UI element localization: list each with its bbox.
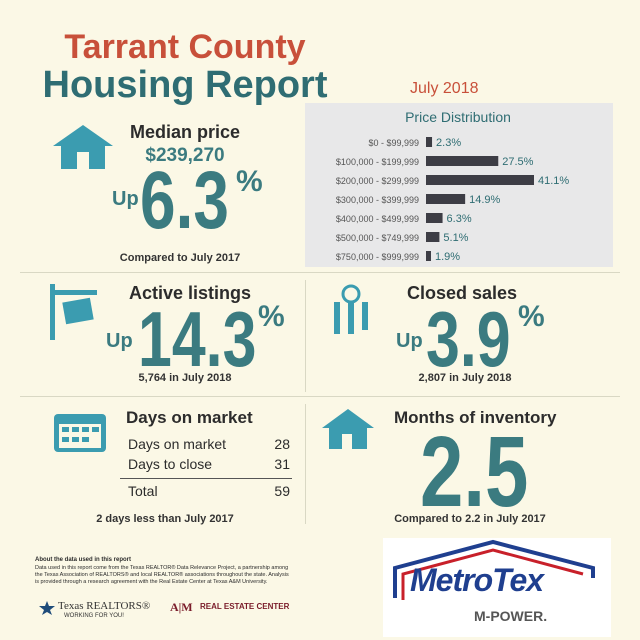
median-value: $239,270 [145,145,225,166]
category-label: $200,000 - $299,999 [336,176,419,186]
bar [426,213,443,223]
title-line1: Tarrant County [64,28,306,66]
logo-real-estate-center: REAL ESTATE CENTER [200,602,290,611]
category-label: $0 - $99,999 [368,138,419,148]
logo-metrotex: MetroTex [410,562,544,598]
category-label: $100,000 - $199,999 [336,157,419,167]
dom-row-label: Days to close [128,456,213,472]
bar [426,232,440,242]
metrotex-roof [393,539,595,600]
logo-texas-realtors: Texas REALTORS® [58,600,151,612]
logo-mpower: M-POWER. [474,608,548,624]
keys-icon [334,284,368,334]
category-label: $400,000 - $499,999 [336,214,419,224]
median-unit: % [236,165,263,198]
median-change: 6.3 [140,155,229,246]
value-label: 2.3% [436,137,461,149]
report-date: July 2018 [410,80,479,97]
listings-direction: Up [106,330,133,352]
dom-row-label: Days on market [128,436,227,452]
value-label: 27.5% [502,156,533,168]
divider [305,280,306,392]
bar [426,137,433,147]
moi-note: Compared to 2.2 in July 2017 [394,513,546,525]
total-rule [120,478,292,479]
listings-label: Active listings [128,283,252,303]
bar [426,194,466,204]
value-label: 14.9% [469,194,500,206]
listings-change: 14.3 [138,295,257,383]
star-icon [39,601,55,615]
price-chart: $0 - $99,999 2.3% $100,000 - $199,999 27.5%… [336,137,569,263]
sales-label: Closed sales [406,283,518,303]
sales-change: 3.9 [426,295,511,383]
dom-value: 28 [274,436,290,452]
calendar-icon [54,414,106,452]
value-label: 6.3% [447,213,472,225]
dom-value: 59 [274,483,290,499]
listings-unit: % [258,300,285,333]
title-line2: Housing Report [42,64,328,106]
moi-label: Months of inventory [394,408,557,427]
category-label: $500,000 - $749,999 [336,233,419,243]
moi-value: 2.5 [420,416,529,528]
value-label: 41.1% [538,175,569,187]
median-label: Median price [129,122,241,142]
divider [305,404,306,524]
chart-title: Price Distribution [405,109,511,125]
house-icon [53,125,113,169]
dom-note: 2 days less than July 2017 [96,513,234,525]
listings-note: 5,764 in July 2018 [138,372,232,384]
median-note: Compared to July 2017 [119,252,241,264]
dom-value: 31 [274,456,290,472]
bar [426,251,431,261]
dom-row-label: Total [128,483,158,499]
sales-unit: % [518,300,545,333]
sales-direction: Up [396,330,423,352]
house-icon [322,409,374,449]
metrotex-box [383,538,611,637]
bar [426,156,499,166]
footer-text: Data used in this report come from the T… [35,565,289,585]
footer-heading: About the data used in this report [35,557,132,563]
sign-icon [50,284,97,340]
bar [426,175,534,185]
divider [20,272,620,273]
divider [20,396,620,397]
logo-tagline: WORKING FOR YOU! [64,613,124,619]
dom-label: Days on market [126,408,253,427]
median-direction: Up [112,188,139,210]
category-label: $300,000 - $399,999 [336,195,419,205]
value-label: 5.1% [443,232,468,244]
value-label: 1.9% [435,251,460,263]
sales-note: 2,807 in July 2018 [418,372,512,384]
category-label: $750,000 - $999,999 [336,252,419,262]
